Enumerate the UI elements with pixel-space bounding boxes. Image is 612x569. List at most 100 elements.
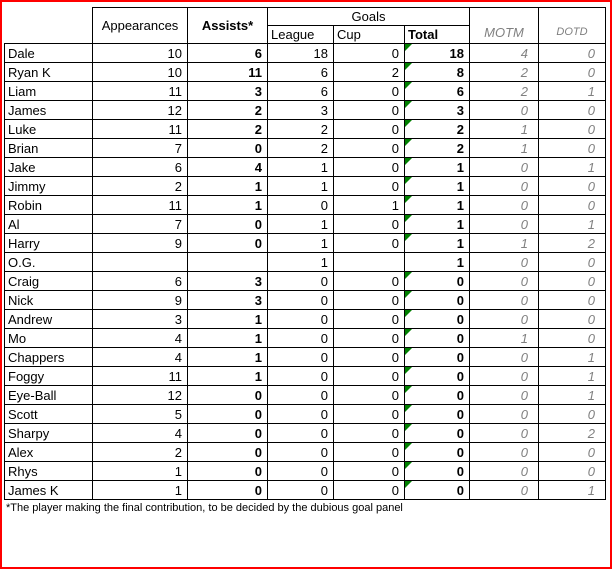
- cell-cup[interactable]: 0: [333, 43, 405, 63]
- cell-motm[interactable]: 0: [469, 100, 539, 120]
- cell-total[interactable]: 6: [404, 81, 470, 101]
- cell-total[interactable]: 0: [404, 347, 470, 367]
- cell-cup[interactable]: 0: [333, 176, 405, 196]
- cell-motm[interactable]: 0: [469, 252, 539, 272]
- cell-motm[interactable]: 0: [469, 461, 539, 481]
- cell-dotd[interactable]: 0: [538, 271, 606, 291]
- cell-appearances[interactable]: 6: [92, 271, 188, 291]
- cell-motm[interactable]: 0: [469, 214, 539, 234]
- cell-league[interactable]: 1: [267, 157, 334, 177]
- cell-motm[interactable]: 2: [469, 62, 539, 82]
- cell-cup[interactable]: 0: [333, 423, 405, 443]
- cell-total[interactable]: 1: [404, 233, 470, 253]
- header-dotd[interactable]: DOTD: [538, 7, 606, 44]
- cell-motm[interactable]: 0: [469, 366, 539, 386]
- cell-dotd[interactable]: 0: [538, 100, 606, 120]
- cell-assists[interactable]: 1: [187, 309, 268, 329]
- cell-appearances[interactable]: 10: [92, 62, 188, 82]
- cell-name[interactable]: Andrew: [4, 309, 93, 329]
- cell-assists[interactable]: 11: [187, 62, 268, 82]
- cell-dotd[interactable]: 0: [538, 461, 606, 481]
- cell-assists[interactable]: 0: [187, 404, 268, 424]
- cell-assists[interactable]: 0: [187, 138, 268, 158]
- cell-dotd[interactable]: 0: [538, 43, 606, 63]
- cell-motm[interactable]: 0: [469, 290, 539, 310]
- cell-appearances[interactable]: 1: [92, 480, 188, 500]
- cell-motm[interactable]: 1: [469, 328, 539, 348]
- cell-motm[interactable]: 0: [469, 385, 539, 405]
- cell-dotd[interactable]: 1: [538, 366, 606, 386]
- cell-name[interactable]: Scott: [4, 404, 93, 424]
- cell-motm[interactable]: 2: [469, 81, 539, 101]
- cell-total[interactable]: 1: [404, 195, 470, 215]
- cell-total[interactable]: 0: [404, 366, 470, 386]
- cell-league[interactable]: 6: [267, 81, 334, 101]
- cell-total[interactable]: 0: [404, 290, 470, 310]
- cell-motm[interactable]: 1: [469, 119, 539, 139]
- cell-name[interactable]: Sharpy: [4, 423, 93, 443]
- cell-cup[interactable]: 1: [333, 195, 405, 215]
- cell-name[interactable]: Al: [4, 214, 93, 234]
- cell-dotd[interactable]: 0: [538, 442, 606, 462]
- cell-motm[interactable]: 0: [469, 423, 539, 443]
- cell-total[interactable]: 0: [404, 328, 470, 348]
- cell-appearances[interactable]: 12: [92, 385, 188, 405]
- cell-total[interactable]: 0: [404, 385, 470, 405]
- cell-motm[interactable]: 0: [469, 176, 539, 196]
- cell-cup[interactable]: 0: [333, 81, 405, 101]
- cell-league[interactable]: 1: [267, 233, 334, 253]
- cell-assists[interactable]: 3: [187, 271, 268, 291]
- cell-cup[interactable]: 0: [333, 271, 405, 291]
- cell-appearances[interactable]: 4: [92, 328, 188, 348]
- cell-league[interactable]: 0: [267, 271, 334, 291]
- cell-total[interactable]: 8: [404, 62, 470, 82]
- cell-assists[interactable]: 2: [187, 100, 268, 120]
- cell-name[interactable]: Alex: [4, 442, 93, 462]
- cell-motm[interactable]: 0: [469, 157, 539, 177]
- cell-appearances[interactable]: 6: [92, 157, 188, 177]
- cell-dotd[interactable]: 0: [538, 252, 606, 272]
- cell-dotd[interactable]: 0: [538, 176, 606, 196]
- cell-cup[interactable]: 0: [333, 119, 405, 139]
- cell-dotd[interactable]: 0: [538, 290, 606, 310]
- cell-league[interactable]: 2: [267, 138, 334, 158]
- cell-motm[interactable]: 0: [469, 271, 539, 291]
- cell-total[interactable]: 2: [404, 119, 470, 139]
- cell-dotd[interactable]: 1: [538, 385, 606, 405]
- cell-motm[interactable]: 0: [469, 309, 539, 329]
- cell-league[interactable]: 6: [267, 62, 334, 82]
- cell-assists[interactable]: 3: [187, 290, 268, 310]
- cell-cup[interactable]: 0: [333, 442, 405, 462]
- cell-total[interactable]: 0: [404, 461, 470, 481]
- cell-league[interactable]: 0: [267, 480, 334, 500]
- cell-total[interactable]: 1: [404, 252, 470, 272]
- cell-assists[interactable]: 0: [187, 442, 268, 462]
- cell-league[interactable]: 0: [267, 195, 334, 215]
- cell-assists[interactable]: 0: [187, 385, 268, 405]
- cell-total[interactable]: 3: [404, 100, 470, 120]
- cell-league[interactable]: 0: [267, 347, 334, 367]
- cell-league[interactable]: 0: [267, 385, 334, 405]
- cell-appearances[interactable]: 2: [92, 176, 188, 196]
- cell-motm[interactable]: 1: [469, 138, 539, 158]
- cell-name[interactable]: Chappers: [4, 347, 93, 367]
- cell-cup[interactable]: 0: [333, 214, 405, 234]
- header-appearances[interactable]: Appearances: [92, 7, 188, 44]
- cell-league[interactable]: 2: [267, 119, 334, 139]
- cell-name[interactable]: Eye-Ball: [4, 385, 93, 405]
- cell-league[interactable]: 0: [267, 404, 334, 424]
- cell-name[interactable]: Jimmy: [4, 176, 93, 196]
- cell-cup[interactable]: 0: [333, 138, 405, 158]
- cell-appearances[interactable]: 3: [92, 309, 188, 329]
- cell-appearances[interactable]: 4: [92, 423, 188, 443]
- cell-name[interactable]: Nick: [4, 290, 93, 310]
- cell-cup[interactable]: 0: [333, 309, 405, 329]
- cell-total[interactable]: 2: [404, 138, 470, 158]
- cell-total[interactable]: 0: [404, 480, 470, 500]
- cell-cup[interactable]: 0: [333, 385, 405, 405]
- cell-total[interactable]: 1: [404, 157, 470, 177]
- cell-name[interactable]: Ryan K: [4, 62, 93, 82]
- cell-dotd[interactable]: 0: [538, 62, 606, 82]
- cell-name[interactable]: Harry: [4, 233, 93, 253]
- cell-total[interactable]: 0: [404, 271, 470, 291]
